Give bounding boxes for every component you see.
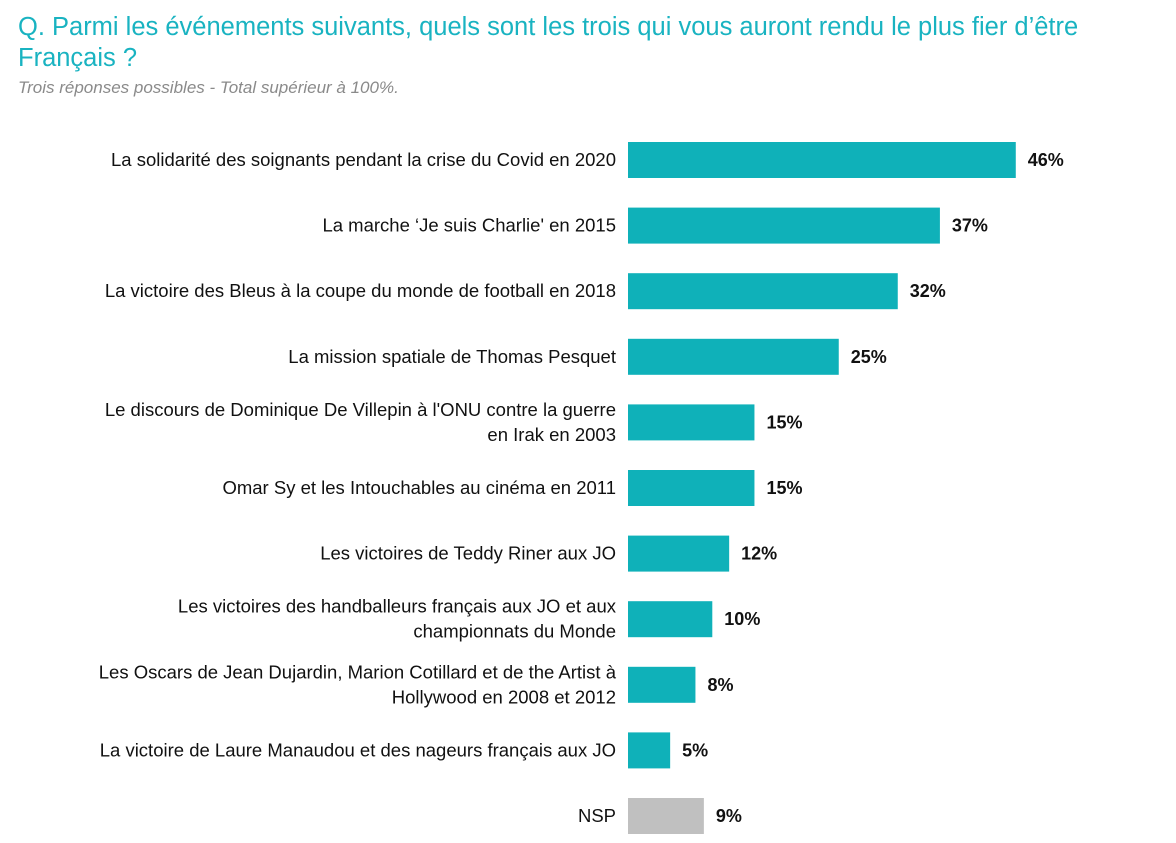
category-label-3: La victoire des Bleus à la coupe du mond…: [105, 280, 616, 301]
category-label-11: NSP: [578, 805, 616, 826]
bar-3: [628, 273, 898, 310]
bar-6: [628, 470, 755, 506]
value-label-6: 15%: [766, 478, 802, 498]
category-label-9-line-2: Hollywood en 2008 et 2012: [392, 686, 616, 707]
category-label-2: La marche ‘Je suis Charlie' en 2015: [322, 215, 616, 236]
category-label-10: La victoire de Laure Manaudou et des nag…: [100, 739, 616, 760]
value-label-2: 37%: [952, 216, 988, 236]
category-label-5-line-2: en Irak en 2003: [487, 424, 616, 445]
bar-2: [628, 207, 940, 244]
value-label-7: 12%: [741, 544, 777, 564]
value-label-9: 8%: [707, 675, 733, 695]
value-label-4: 25%: [851, 347, 887, 367]
bar-7: [628, 535, 730, 572]
category-label-8-line-1: Les victoires des handballeurs français …: [178, 596, 617, 617]
category-label-6: Omar Sy et les Intouchables au cinéma en…: [222, 477, 616, 498]
value-label-10: 5%: [682, 740, 708, 760]
category-label-1: La solidarité des soignants pendant la c…: [111, 149, 616, 170]
value-label-3: 32%: [910, 281, 946, 301]
chart-subtitle: Trois réponses possibles - Total supérie…: [18, 78, 399, 97]
bar-9: [628, 666, 696, 703]
category-label-9-line-1: Les Oscars de Jean Dujardin, Marion Coti…: [99, 661, 617, 682]
chart-title: Q. Parmi les événements suivants, quels …: [18, 13, 1079, 72]
value-label-8: 10%: [724, 609, 760, 629]
bar-5: [628, 404, 755, 441]
bar-1: [628, 142, 1016, 178]
value-label-11: 9%: [716, 806, 742, 826]
category-label-7: Les victoires de Teddy Riner aux JO: [320, 543, 616, 564]
value-label-1: 46%: [1028, 150, 1064, 170]
category-label-4: La mission spatiale de Thomas Pesquet: [288, 346, 616, 367]
category-label-8-line-2: championnats du Monde: [413, 621, 616, 642]
category-label-5-line-1: Le discours de Dominique De Villepin à l…: [105, 399, 616, 420]
bar-4: [628, 338, 839, 375]
bar-11: [628, 798, 704, 834]
value-label-5: 15%: [766, 412, 802, 432]
bar-10: [628, 732, 671, 769]
bar-8: [628, 601, 713, 638]
